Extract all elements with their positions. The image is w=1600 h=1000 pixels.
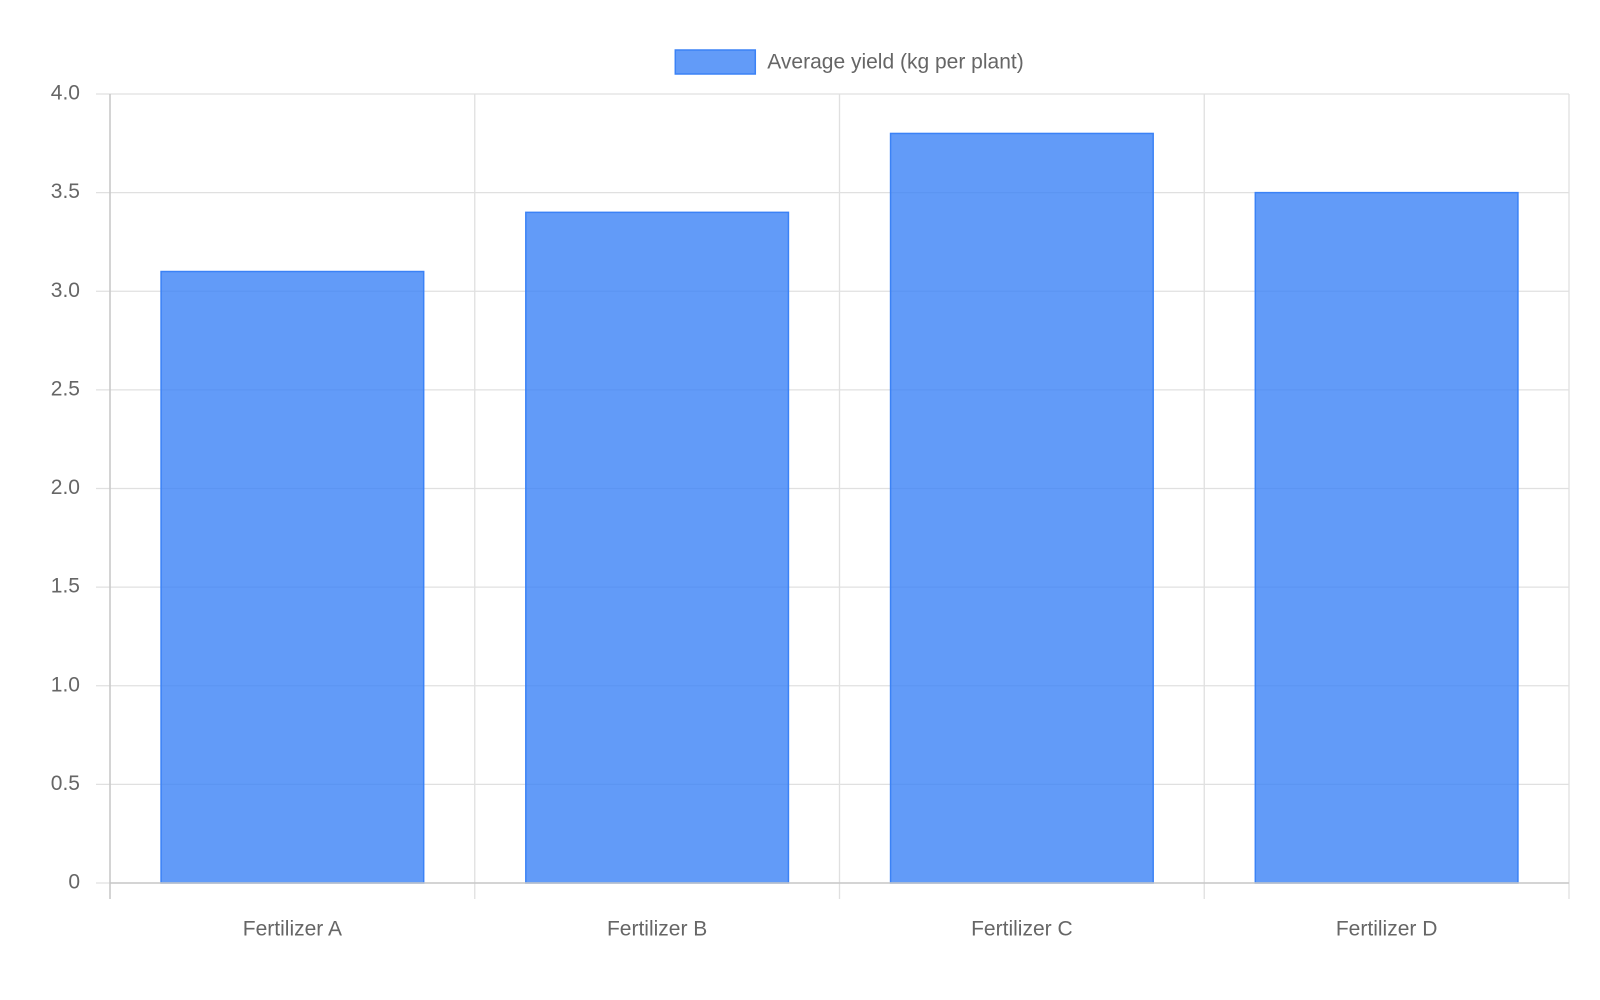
x-tick-label: Fertilizer A	[243, 918, 342, 941]
x-tick-label: Fertilizer D	[1336, 918, 1438, 941]
y-tick-label: 4.0	[51, 82, 80, 105]
bar	[525, 211, 790, 884]
y-tick-label: 0	[68, 871, 80, 894]
legend-label: Average yield (kg per plant)	[767, 51, 1023, 74]
legend-swatch	[674, 49, 757, 75]
x-tick-label: Fertilizer C	[971, 918, 1073, 941]
bar	[889, 132, 1154, 884]
y-tick-label: 3.0	[51, 279, 80, 302]
bar	[160, 270, 425, 884]
y-tick-label: 1.5	[51, 575, 80, 598]
y-tick-label: 1.0	[51, 673, 80, 696]
bar	[1254, 191, 1519, 884]
y-tick-label: 3.5	[51, 180, 80, 203]
y-tick-label: 2.5	[51, 377, 80, 400]
x-tick-label: Fertilizer B	[607, 918, 707, 941]
y-tick-label: 0.5	[51, 772, 80, 795]
y-tick-label: 2.0	[51, 476, 80, 499]
